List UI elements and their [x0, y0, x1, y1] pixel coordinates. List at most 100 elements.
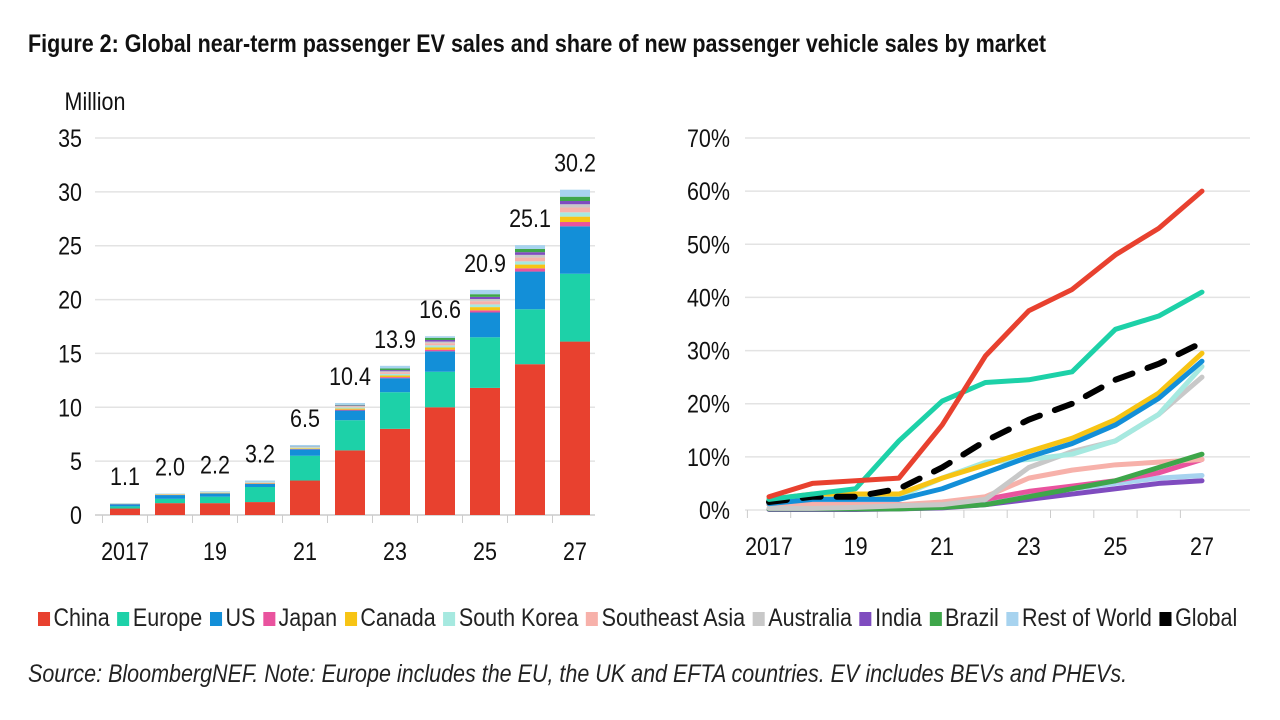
legend-item-global: Global	[1159, 604, 1237, 633]
bar-segment-brazil	[515, 248, 545, 253]
bar-segment-canada	[425, 347, 455, 350]
bar-segment-us	[110, 504, 140, 507]
bar-segment-india	[470, 296, 500, 300]
bar-segment-us	[290, 449, 320, 456]
bar-total-label: 2.0	[155, 453, 185, 481]
legend-item-us: US	[209, 604, 255, 633]
legend-swatch	[859, 611, 872, 626]
bar-segment-canada	[155, 494, 185, 495]
bar-segment-us	[425, 351, 455, 372]
legend-swatch	[586, 611, 599, 626]
line-australia	[766, 374, 1205, 511]
bar-segment-us	[335, 410, 365, 421]
bar-segment-india	[425, 339, 455, 342]
bar-segment-china	[515, 364, 545, 515]
y-tick-label: 30	[58, 178, 82, 206]
bar-segment-canada	[560, 216, 590, 223]
legend-item-canada: Canada	[344, 604, 436, 633]
bar-segment-south-korea	[515, 261, 545, 265]
bar-segment-canada	[335, 408, 365, 410]
legend-swatch	[209, 611, 222, 626]
bar-segment-australia	[380, 371, 410, 373]
bar-segment-europe	[470, 337, 500, 388]
x-tick-label: 23	[1017, 532, 1041, 560]
bar-segment-us	[245, 483, 275, 487]
bar-segment-southeast-asia	[425, 343, 455, 346]
bar-total-label: 6.5	[290, 404, 320, 432]
bar-segment-china	[425, 407, 455, 515]
y-tick-label: 0%	[699, 496, 730, 524]
bar-segment-rest-of-world	[380, 365, 410, 369]
bar-segment-europe	[335, 420, 365, 451]
bar-segment-us	[515, 271, 545, 310]
bar-segment-rest-of-world	[245, 480, 275, 482]
legend-label: Europe	[132, 604, 203, 632]
x-tick-label: 19	[203, 537, 227, 565]
bar-segment-rest-of-world	[335, 402, 365, 405]
bar-segment-rest-of-world	[560, 189, 590, 197]
x-tick-label: 21	[293, 537, 317, 565]
bar-segment-japan	[515, 268, 545, 272]
bar-segment-india	[335, 405, 365, 406]
bar-segment-brazil	[425, 337, 455, 340]
bar-total-label: 2.2	[200, 451, 230, 479]
bar-segment-india	[560, 201, 590, 205]
bar-segment-canada	[515, 264, 545, 269]
x-tick-label: 21	[930, 532, 954, 560]
bar-segment-europe	[560, 273, 590, 342]
legend-swatch	[1159, 611, 1172, 626]
bar-segment-australia	[425, 341, 455, 344]
legend-label: Australia	[768, 604, 852, 632]
x-tick-label: 23	[383, 537, 407, 565]
bar-segment-south-korea	[245, 482, 275, 483]
bar-segment-brazil	[470, 294, 500, 297]
legend-item-rest-of-world: Rest of World	[1006, 604, 1152, 633]
bar-segment-rest-of-world	[200, 491, 230, 493]
bar-segment-canada	[200, 492, 230, 494]
bar-segment-europe	[425, 371, 455, 408]
y-tick-label: 60%	[687, 178, 730, 206]
bar-segment-australia	[560, 204, 590, 208]
legend-label: Canada	[360, 604, 436, 632]
bar-total-label: 13.9	[374, 325, 416, 353]
bar-segment-japan	[335, 409, 365, 411]
legend-swatch	[929, 611, 942, 626]
bar-segment-southeast-asia	[515, 257, 545, 262]
y-tick-label: 10	[58, 394, 82, 422]
bar-segment-europe	[380, 392, 410, 429]
legend-item-southeast-asia: Southeast Asia	[586, 604, 745, 633]
x-tick-label: 25	[1103, 532, 1127, 560]
bar-segment-south-korea	[560, 212, 590, 217]
x-tick-label: 27	[1190, 532, 1214, 560]
legend-label: India	[875, 604, 922, 632]
x-tick-label: 19	[844, 532, 868, 560]
bar-segment-china	[245, 502, 275, 515]
legend-item-australia: Australia	[752, 604, 852, 633]
legend-item-china: China	[38, 604, 110, 633]
legend-item-japan: Japan	[263, 604, 337, 633]
bar-segment-rest-of-world	[470, 289, 500, 295]
bar-segment-us	[470, 312, 500, 338]
bar-segment-europe	[155, 498, 185, 504]
bar-total-label: 25.1	[509, 205, 551, 233]
bar-segment-us	[560, 226, 590, 274]
bar-segment-south-korea	[425, 345, 455, 348]
bar-segment-china	[155, 503, 185, 515]
y-tick-label: 40%	[687, 284, 730, 312]
bar-segment-rest-of-world	[425, 336, 455, 338]
line-europe	[766, 289, 1205, 502]
legend-swatch	[344, 611, 357, 626]
y-tick-label: 0	[70, 501, 82, 529]
line-global	[766, 339, 1205, 506]
figure-title: Figure 2: Global near-term passenger EV …	[28, 30, 1047, 58]
bar-segment-china	[335, 450, 365, 515]
legend-label: South Korea	[458, 604, 579, 632]
bar-segment-brazil	[560, 196, 590, 202]
bar-segment-europe	[515, 309, 545, 365]
bar-segment-south-korea	[290, 447, 320, 449]
bar-segment-china	[110, 508, 140, 515]
bar-segment-south-korea	[380, 373, 410, 376]
y-tick-label: 70%	[687, 124, 730, 152]
line-china	[766, 188, 1205, 500]
